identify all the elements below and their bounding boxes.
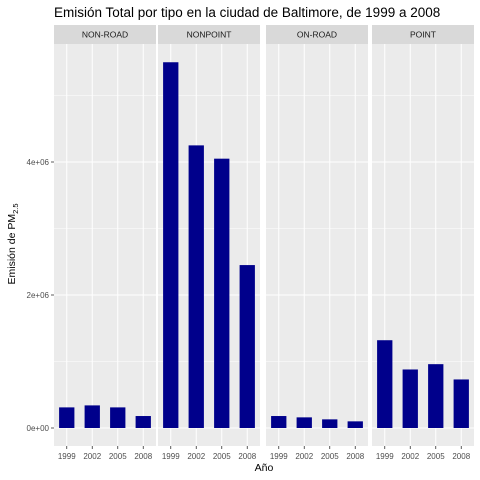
facet-strip-label: POINT [410,30,436,40]
panel-background [54,44,156,446]
y-axis-title-subscript: 2.5 [11,203,20,213]
x-tick-label: 1999 [270,452,288,461]
bar-point-2002 [402,369,418,428]
bar-non-road-2002 [84,405,100,428]
chart-title: Emisión Total por tipo en la ciudad de B… [54,5,440,20]
x-tick-label: 1999 [58,452,76,461]
bar-point-2005 [428,364,444,428]
x-tick-label: 2002 [401,452,419,461]
x-tick-label: 2002 [295,452,313,461]
bar-non-road-2008 [135,416,151,428]
facet-strip [158,25,260,44]
x-tick-label: 2005 [427,452,445,461]
x-tick-label: 2005 [321,452,339,461]
facet-strip [266,25,368,44]
x-tick-label: 1999 [376,452,394,461]
bar-on-road-2005 [322,419,338,428]
facet-panel-point: POINT 1999 2002 2005 2008 [372,25,474,461]
panel-background [266,44,368,446]
bar-nonpoint-1999 [163,62,179,428]
y-tick-label: 0e+00 [27,424,50,433]
x-tick-label: 2008 [238,452,256,461]
facet-panel-on-road: ON-ROAD 1999 2002 2005 2008 [266,25,368,461]
bar-point-2008 [453,379,469,428]
y-tick-label: 4e+06 [27,158,50,167]
facet-panel-non-road: NON-ROAD 1999 2002 2005 2008 [54,25,156,461]
x-tick-label: 2002 [83,452,101,461]
facet-strip [54,25,156,44]
x-tick-label: 2005 [213,452,231,461]
bar-nonpoint-2002 [188,145,204,428]
x-tick-label: 2008 [134,452,152,461]
x-tick-label: 2005 [109,452,127,461]
x-axis-title: Año [255,462,274,474]
x-tick-label: 2008 [346,452,364,461]
y-tick-label: 2e+06 [27,291,50,300]
x-tick-label: 2002 [187,452,205,461]
facet-panel-nonpoint: NONPOINT 1999 2002 2005 2008 [158,25,260,461]
bar-on-road-1999 [271,416,287,428]
bar-nonpoint-2005 [214,158,230,429]
facet-panels: NON-ROAD 1999 2002 2005 2008 NONPOINT 1999 2002… [54,25,474,461]
facet-strip-label: ON-ROAD [297,30,337,40]
bar-nonpoint-2008 [239,265,255,428]
bar-on-road-2002 [296,417,312,428]
y-axis-title: Emisión de PM2.5 [6,203,20,284]
x-tick-label: 1999 [162,452,180,461]
bar-on-road-2008 [347,421,363,428]
bar-non-road-1999 [59,407,75,428]
bar-non-road-2005 [110,407,126,428]
facet-strip-label: NONPOINT [187,30,232,40]
y-axis-title-main: Emisión de PM [6,214,18,285]
facet-strip [372,25,474,44]
facet-strip-label: NON-ROAD [82,30,128,40]
bar-point-1999 [377,340,393,428]
x-tick-label: 2008 [452,452,470,461]
y-axis: 0e+00 2e+06 4e+06 [27,158,54,433]
